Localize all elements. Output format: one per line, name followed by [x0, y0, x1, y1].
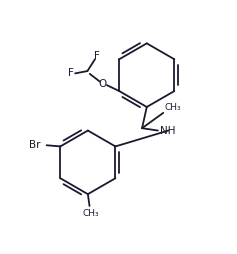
Text: O: O	[99, 79, 107, 89]
Text: F: F	[68, 68, 74, 78]
Text: Br: Br	[29, 140, 41, 150]
Text: NH: NH	[160, 125, 176, 136]
Text: CH₃: CH₃	[82, 210, 99, 218]
Text: F: F	[94, 51, 100, 61]
Text: CH₃: CH₃	[164, 103, 181, 112]
